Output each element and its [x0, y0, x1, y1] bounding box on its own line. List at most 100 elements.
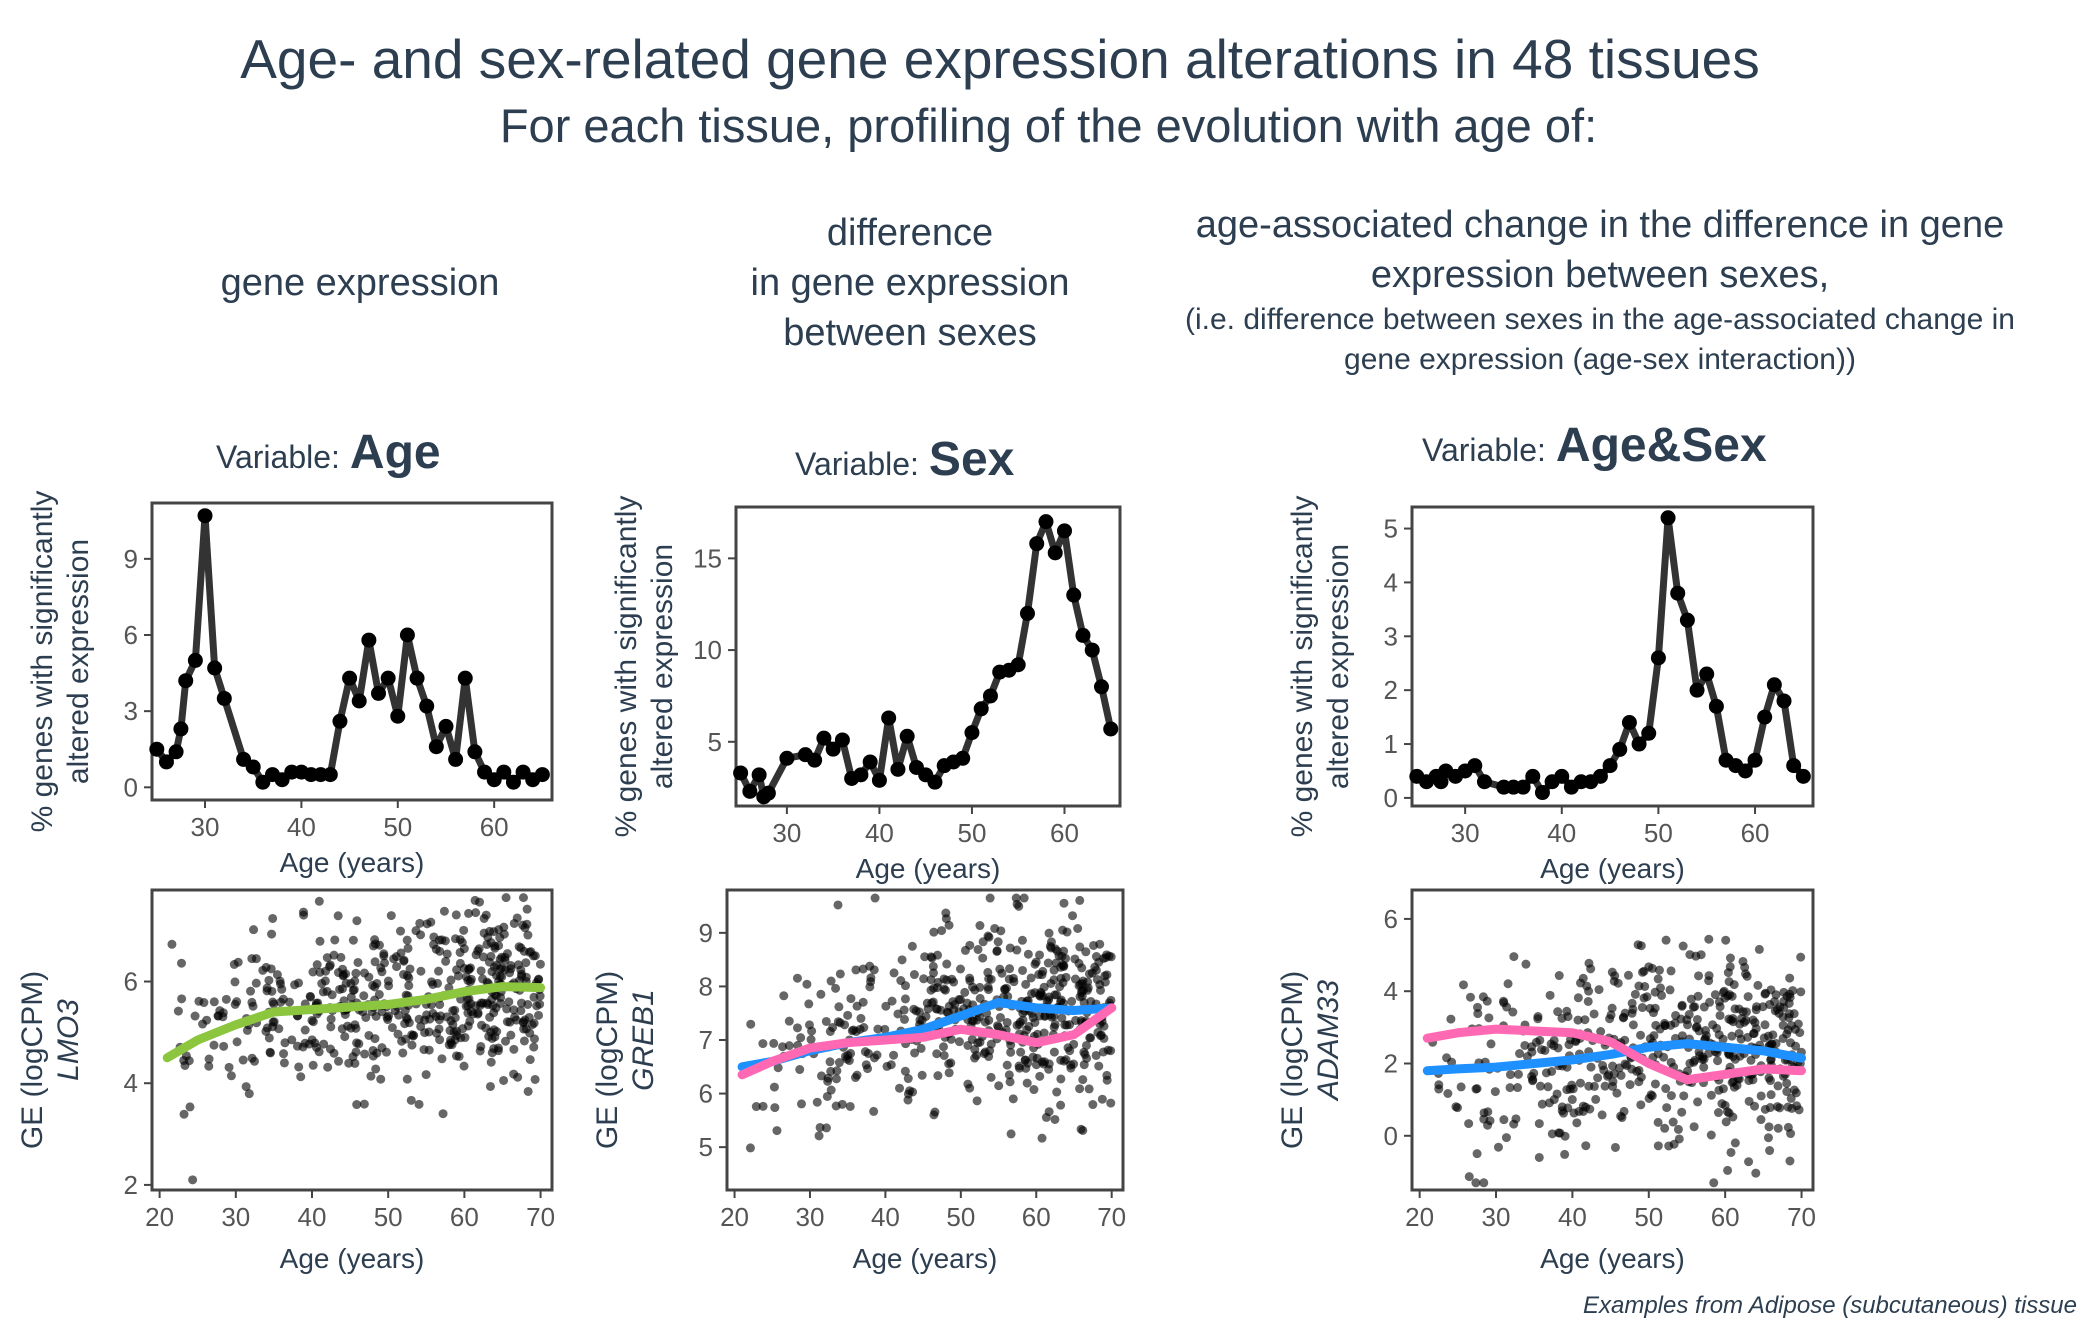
scatter-point: [477, 1020, 487, 1030]
scatter-point: [1046, 978, 1056, 988]
scatter-point: [1031, 1060, 1041, 1070]
x-tick-label: 40: [1558, 1202, 1587, 1232]
scatter-point: [348, 935, 358, 945]
scatter-point: [960, 987, 970, 997]
scatter-point: [1032, 1029, 1042, 1039]
variable-label-age: Variable: Age: [216, 425, 441, 480]
scatter-point: [294, 978, 304, 988]
scatter-point: [1789, 1009, 1799, 1019]
scatter-point: [1746, 1055, 1756, 1065]
scatter-point: [1505, 1070, 1515, 1080]
scatter-point: [933, 950, 943, 960]
scatter-point: [937, 926, 947, 936]
scatter-point: [1020, 1055, 1030, 1065]
data-point: [197, 508, 213, 524]
y-tick-label: 2: [124, 1170, 138, 1200]
data-point: [1641, 725, 1657, 741]
scatter-point: [910, 1048, 920, 1058]
data-point: [1786, 758, 1802, 774]
scatter-point: [371, 1064, 381, 1074]
data-point: [438, 718, 454, 734]
column-heading-line: in gene expression: [750, 262, 1070, 304]
scatter-point: [1634, 981, 1644, 991]
y-tick-label: 6: [1384, 904, 1398, 934]
y-tick-label: 6: [699, 1079, 713, 1109]
scatter-point: [903, 1074, 913, 1084]
scatter-point: [939, 984, 949, 994]
scatter-point: [485, 1081, 495, 1091]
scatter-point: [1479, 1178, 1489, 1188]
data-point: [1534, 785, 1550, 801]
scatter-point: [889, 968, 899, 978]
data-point: [760, 785, 776, 801]
scatter-point: [1049, 1047, 1059, 1057]
scatter-point: [1004, 1070, 1014, 1080]
scatter-point: [457, 937, 467, 947]
scatter-point: [1596, 1027, 1606, 1037]
x-tick-label: 20: [720, 1202, 749, 1232]
scatter-point: [1623, 970, 1633, 980]
scatter-point: [1683, 1066, 1693, 1076]
scatter-point: [990, 923, 1000, 933]
scatter-point: [1541, 1068, 1551, 1078]
scatter-point: [1653, 1117, 1663, 1127]
scatter-point: [308, 967, 318, 977]
scatter-point: [1785, 989, 1795, 999]
data-point: [178, 673, 194, 689]
scatter-point: [434, 966, 444, 976]
scatter-point: [438, 1109, 448, 1119]
scatter-point: [525, 1055, 535, 1065]
series-line: [1415, 514, 1806, 797]
scatter-point: [1744, 1157, 1754, 1167]
scatter-point: [1691, 1023, 1701, 1033]
scatter-point: [840, 1020, 850, 1030]
scatter-point: [1044, 1107, 1054, 1117]
scatter-point: [942, 959, 952, 969]
scatter-point: [1091, 1050, 1101, 1060]
scatter-point: [501, 1036, 511, 1046]
scatter-point: [476, 1041, 486, 1051]
scatter-point: [1794, 1105, 1804, 1115]
scatter-point: [446, 1038, 456, 1048]
y-tick-label: 6: [124, 620, 138, 650]
scatter-point: [919, 974, 929, 984]
variable-name: Age: [349, 426, 441, 479]
column-heading-line: age-associated change in the difference …: [1195, 204, 2005, 246]
scatter-point: [493, 1046, 503, 1056]
scatter-point: [1545, 990, 1555, 1000]
data-point: [342, 670, 358, 686]
data-point: [816, 730, 832, 746]
data-point: [1747, 752, 1763, 768]
scatter-point: [1061, 972, 1071, 982]
scatter-point: [321, 966, 331, 976]
scatter-point: [1778, 1033, 1788, 1043]
data-point: [322, 767, 338, 783]
data-point: [1757, 709, 1773, 725]
y-tick-label: 4: [124, 1068, 138, 1098]
scatter-point: [497, 952, 507, 962]
scatter-point: [769, 1082, 779, 1092]
scatter-point: [359, 991, 369, 1001]
x-tick-label: 70: [1787, 1202, 1816, 1232]
scatter-point: [1026, 973, 1036, 983]
scatter-point: [1610, 1142, 1620, 1152]
scatter-point: [194, 996, 204, 1006]
scatter-point: [336, 952, 346, 962]
scatter-point: [1014, 1063, 1024, 1073]
scatter-point: [326, 1022, 336, 1032]
scatter-point: [840, 1051, 850, 1061]
scatter-point: [1567, 1095, 1577, 1105]
y-tick-label: 4: [1384, 567, 1398, 597]
scatter-point: [1073, 923, 1083, 933]
scatter-point: [370, 957, 380, 967]
scatter-point: [1055, 982, 1065, 992]
scatter-point: [338, 971, 348, 981]
scatter-point: [1589, 1009, 1599, 1019]
data-point: [428, 739, 444, 755]
scatter-point: [509, 1044, 519, 1054]
x-tick-label: 30: [772, 818, 801, 848]
y-tick-label: 15: [693, 543, 722, 573]
scatter-point: [955, 964, 965, 974]
scatter-point: [396, 948, 406, 958]
data-point: [1010, 657, 1026, 673]
